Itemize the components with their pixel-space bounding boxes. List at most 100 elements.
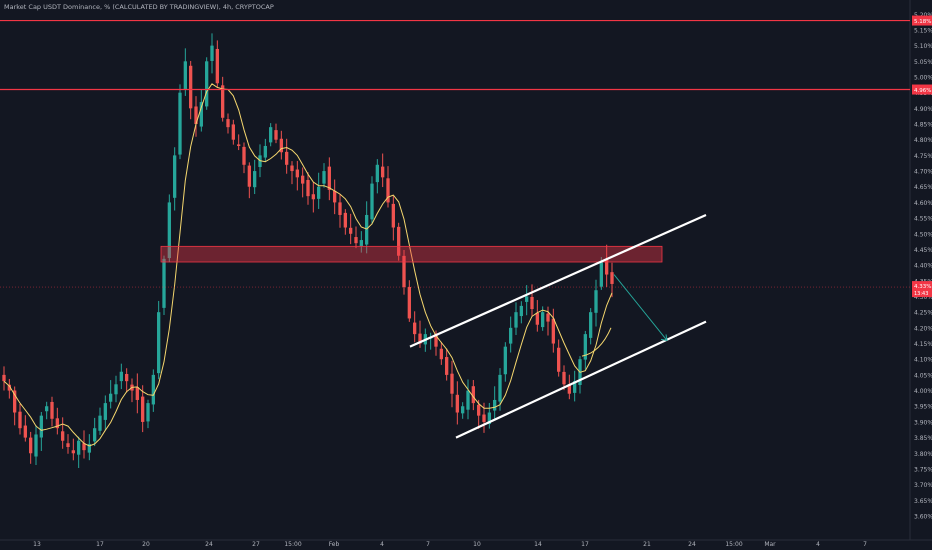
candle-body	[2, 374, 6, 382]
candle-body	[13, 390, 17, 413]
candle-body	[55, 418, 59, 429]
candle-body	[7, 384, 11, 391]
candle-body	[71, 450, 75, 454]
y-tick-label: 5.20%	[914, 12, 932, 19]
candle-body	[391, 203, 395, 228]
candle-body	[258, 155, 262, 168]
resistance-zone	[160, 245, 663, 263]
candle-body	[98, 415, 102, 431]
candle-body	[365, 214, 369, 245]
y-tick-label: 4.90%	[914, 106, 932, 113]
candle-body	[354, 237, 358, 244]
candle-body	[274, 130, 278, 140]
candle-body	[151, 374, 155, 405]
candle-body	[242, 146, 246, 165]
candle-body	[29, 437, 33, 454]
x-tick-label: 4	[816, 541, 820, 548]
candle-body	[119, 371, 123, 382]
x-tick-label: 24	[205, 541, 213, 548]
x-tick-label: 15:00	[725, 541, 742, 548]
candle-body	[498, 374, 502, 402]
candle-body	[397, 226, 401, 256]
candle-body	[557, 347, 561, 372]
y-tick-label: 5.00%	[914, 74, 932, 81]
candle-body	[541, 312, 545, 328]
candle-body	[461, 406, 465, 414]
candle-body	[269, 127, 273, 143]
moving-average-line	[3, 83, 613, 447]
y-tick-label: 4.05%	[914, 372, 932, 379]
y-tick-label: 3.95%	[914, 404, 932, 411]
x-tick-label: 14	[534, 541, 542, 548]
candle-body	[50, 401, 54, 419]
candle-body	[402, 255, 406, 288]
candle-body	[205, 61, 209, 107]
y-tick-label: 5.10%	[914, 43, 932, 50]
candle-body	[546, 313, 550, 322]
moving-average-tail	[581, 327, 612, 357]
candle-body	[237, 144, 241, 146]
level-price-label: 4.96%	[914, 88, 931, 94]
countdown-label: 13:43	[914, 291, 928, 297]
y-tick-label: 4.10%	[914, 357, 932, 364]
x-tick-label: 4	[380, 541, 384, 548]
candle-body	[338, 202, 342, 215]
y-tick-label: 4.75%	[914, 153, 932, 160]
candle-body	[327, 166, 331, 190]
candle-body	[311, 194, 315, 200]
candle-body	[221, 85, 225, 118]
candle-body	[199, 102, 203, 127]
candle-body	[450, 373, 454, 394]
x-tick-label: 20	[142, 541, 150, 548]
candle-body	[439, 348, 443, 360]
candle-body	[594, 290, 598, 313]
y-tick-label: 4.15%	[914, 341, 932, 348]
candle-body	[509, 327, 513, 344]
candle-body	[210, 45, 214, 61]
candle-body	[23, 425, 27, 438]
candle-body	[247, 165, 251, 187]
projection-arrow	[613, 274, 668, 341]
candle-body	[445, 357, 449, 375]
candle-body	[503, 346, 507, 375]
candle-body	[317, 186, 321, 199]
y-tick-label: 3.75%	[914, 466, 932, 473]
candle-body	[567, 384, 571, 394]
y-tick-label: 3.85%	[914, 435, 932, 442]
candle-body	[183, 61, 187, 90]
candle-body	[253, 171, 257, 188]
level-price-label: 5.18%	[914, 19, 931, 25]
candle-body	[226, 119, 230, 128]
candle-body	[231, 124, 235, 140]
x-tick-label: 7	[426, 541, 430, 548]
candle-body	[525, 296, 529, 302]
candle-body	[477, 404, 481, 416]
candle-body	[157, 312, 161, 374]
candle-body	[322, 171, 326, 184]
candle-body	[418, 333, 422, 344]
candle-body	[466, 390, 470, 410]
candle-body	[434, 333, 438, 347]
x-tick-label: 24	[688, 541, 696, 548]
candle-body	[39, 415, 43, 438]
x-tick-label: 21	[643, 541, 651, 548]
candle-body	[82, 443, 86, 451]
candle-body	[583, 334, 587, 360]
candle-body	[103, 403, 107, 420]
candle-body	[279, 138, 283, 153]
current-price-label: 4.33%	[914, 284, 931, 290]
candle-body	[87, 443, 91, 453]
x-tick-label: 17	[581, 541, 589, 548]
candle-body	[359, 240, 363, 247]
x-tick-label: 10	[473, 541, 481, 548]
candle-body	[66, 443, 70, 448]
candle-body	[285, 151, 289, 165]
candle-body	[45, 406, 49, 412]
candle-body	[610, 272, 614, 284]
x-tick-label: Feb	[329, 541, 340, 548]
candle-body	[349, 227, 353, 234]
x-tick-label: 13	[33, 541, 41, 548]
candle-body	[189, 65, 193, 109]
candle-body	[487, 412, 491, 425]
